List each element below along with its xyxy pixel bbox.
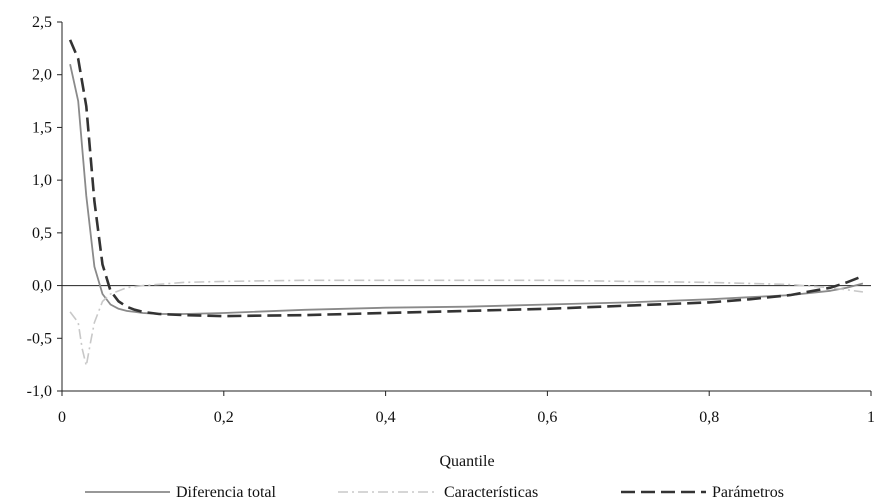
y-tick-label: -1,0 <box>27 383 52 400</box>
x-tick-label: 0,4 <box>376 409 396 426</box>
legend-label: Parámetros <box>712 484 784 501</box>
x-tick-label: 1 <box>867 409 875 426</box>
y-tick-label: 0,0 <box>32 278 52 295</box>
y-tick-label: 2,0 <box>32 67 52 84</box>
x-tick-label: 0,8 <box>699 409 719 426</box>
y-tick-label: -0,5 <box>27 330 52 347</box>
x-tick-label: 0,6 <box>537 409 557 426</box>
labels-layer: Quantile <box>439 453 494 470</box>
y-tick-label: 0,5 <box>32 225 52 242</box>
x-axis-title: Quantile <box>439 453 494 470</box>
series-line-par-metros <box>68 39 864 318</box>
legend-item-diferencia-total: Diferencia total <box>85 484 277 501</box>
legend-item-par-metros: Parámetros <box>621 484 784 501</box>
legend: Diferencia total Características Parámetro… <box>85 484 784 501</box>
legend-label: Características <box>444 484 538 501</box>
y-tick-label: 1,5 <box>32 119 52 136</box>
series-line-diferencia-total <box>69 64 864 315</box>
legend-label: Diferencia total <box>176 484 277 501</box>
y-tick-label: 1,0 <box>32 172 52 189</box>
axes-layer: -1,0 -0,5 0,0 0,5 1,0 1,5 2,0 2,5 0 0,2 0,4 0,6 0,8 1 <box>27 14 875 426</box>
series-line-caracter-sticas <box>69 279 864 367</box>
series-layer <box>68 39 864 367</box>
x-tick-label: 0,2 <box>214 409 234 426</box>
y-tick-label: 2,5 <box>32 14 52 31</box>
legend-item-caracter-sticas: Características <box>338 484 538 501</box>
x-tick-label: 0 <box>58 409 66 426</box>
